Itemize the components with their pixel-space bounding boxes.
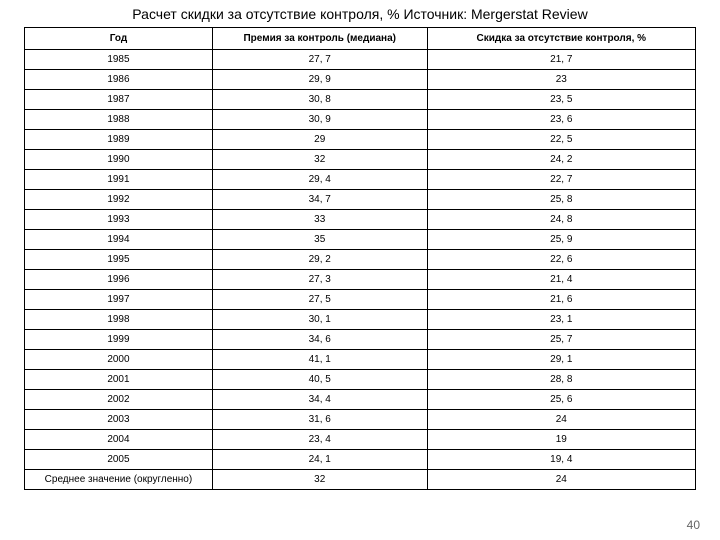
table-cell: 25, 8: [427, 189, 695, 209]
table-cell: 30, 1: [212, 309, 427, 329]
table-cell: 1995: [25, 249, 213, 269]
table-cell: 29, 2: [212, 249, 427, 269]
table-cell: 25, 6: [427, 389, 695, 409]
table-cell: 22, 5: [427, 129, 695, 149]
page-container: Расчет скидки за отсутствие контроля, % …: [0, 0, 720, 540]
table-row: 19943525, 9: [25, 229, 696, 249]
table-cell: 23, 4: [212, 429, 427, 449]
table-cell: 32: [212, 149, 427, 169]
table-cell: 32: [212, 469, 427, 489]
table-cell: 2000: [25, 349, 213, 369]
table-cell: 23, 1: [427, 309, 695, 329]
table-cell: 22, 6: [427, 249, 695, 269]
table-cell: 2003: [25, 409, 213, 429]
table-cell: 24: [427, 409, 695, 429]
table-cell: 21, 4: [427, 269, 695, 289]
table-cell: 29, 9: [212, 69, 427, 89]
table-cell: 1996: [25, 269, 213, 289]
table-cell: 1990: [25, 149, 213, 169]
table-cell: 34, 4: [212, 389, 427, 409]
table-cell: 21, 6: [427, 289, 695, 309]
table-cell: 1992: [25, 189, 213, 209]
table-cell: 24, 8: [427, 209, 695, 229]
table-row: 200524, 119, 4: [25, 449, 696, 469]
table-cell: 1988: [25, 109, 213, 129]
table-cell: 34, 7: [212, 189, 427, 209]
table-cell: 1997: [25, 289, 213, 309]
table-row: 199934, 625, 7: [25, 329, 696, 349]
table-cell: 29: [212, 129, 427, 149]
table-cell: 1993: [25, 209, 213, 229]
table-cell: 1986: [25, 69, 213, 89]
table-cell: 24, 1: [212, 449, 427, 469]
table-cell: 30, 9: [212, 109, 427, 129]
table-row: 19892922, 5: [25, 129, 696, 149]
table-row: 199529, 222, 6: [25, 249, 696, 269]
table-cell: 31, 6: [212, 409, 427, 429]
table-row: 200331, 624: [25, 409, 696, 429]
table-cell: 40, 5: [212, 369, 427, 389]
table-cell: 25, 7: [427, 329, 695, 349]
table-row: 199627, 321, 4: [25, 269, 696, 289]
table-row: 199234, 725, 8: [25, 189, 696, 209]
table-cell: 27, 7: [212, 49, 427, 69]
table-cell: 2005: [25, 449, 213, 469]
table-cell: 29, 1: [427, 349, 695, 369]
table-body: 198527, 721, 7198629, 923198730, 823, 51…: [25, 49, 696, 489]
table-cell: 2002: [25, 389, 213, 409]
page-title: Расчет скидки за отсутствие контроля, % …: [24, 6, 696, 23]
table-cell: 25, 9: [427, 229, 695, 249]
table-row: Среднее значение (округленно)3224: [25, 469, 696, 489]
table-header-row: Год Премия за контроль (медиана) Скидка …: [25, 27, 696, 49]
table-row: 200234, 425, 6: [25, 389, 696, 409]
table-cell: 27, 5: [212, 289, 427, 309]
table-cell: 22, 7: [427, 169, 695, 189]
table-cell: 30, 8: [212, 89, 427, 109]
table-cell: 34, 6: [212, 329, 427, 349]
page-number: 40: [687, 518, 700, 532]
table-cell: 21, 7: [427, 49, 695, 69]
table-row: 198730, 823, 5: [25, 89, 696, 109]
table-row: 198527, 721, 7: [25, 49, 696, 69]
table-cell: 2001: [25, 369, 213, 389]
col-discount: Скидка за отсутствие контроля, %: [427, 27, 695, 49]
table-row: 198629, 923: [25, 69, 696, 89]
table-cell: 1989: [25, 129, 213, 149]
table-cell: 23: [427, 69, 695, 89]
table-row: 199830, 123, 1: [25, 309, 696, 329]
table-row: 19903224, 2: [25, 149, 696, 169]
table-cell: 27, 3: [212, 269, 427, 289]
col-year: Год: [25, 27, 213, 49]
table-cell: 35: [212, 229, 427, 249]
table-cell: 28, 8: [427, 369, 695, 389]
table-cell: 33: [212, 209, 427, 229]
table-row: 199129, 422, 7: [25, 169, 696, 189]
table-cell: 41, 1: [212, 349, 427, 369]
table-cell: 24: [427, 469, 695, 489]
table-cell: 19: [427, 429, 695, 449]
table-cell: 23, 5: [427, 89, 695, 109]
table-row: 200423, 419: [25, 429, 696, 449]
table-cell: 24, 2: [427, 149, 695, 169]
table-cell: 2004: [25, 429, 213, 449]
table-row: 199727, 521, 6: [25, 289, 696, 309]
col-premium: Премия за контроль (медиана): [212, 27, 427, 49]
table-row: 200140, 528, 8: [25, 369, 696, 389]
table-cell: 1999: [25, 329, 213, 349]
table-cell: 1998: [25, 309, 213, 329]
table-cell: 1994: [25, 229, 213, 249]
table-cell: 1991: [25, 169, 213, 189]
table-cell: 1985: [25, 49, 213, 69]
table-cell: 23, 6: [427, 109, 695, 129]
table-cell: Среднее значение (округленно): [25, 469, 213, 489]
table-cell: 29, 4: [212, 169, 427, 189]
table-cell: 19, 4: [427, 449, 695, 469]
table-row: 200041, 129, 1: [25, 349, 696, 369]
table-row: 198830, 923, 6: [25, 109, 696, 129]
table-cell: 1987: [25, 89, 213, 109]
table-row: 19933324, 8: [25, 209, 696, 229]
discount-table: Год Премия за контроль (медиана) Скидка …: [24, 27, 696, 490]
